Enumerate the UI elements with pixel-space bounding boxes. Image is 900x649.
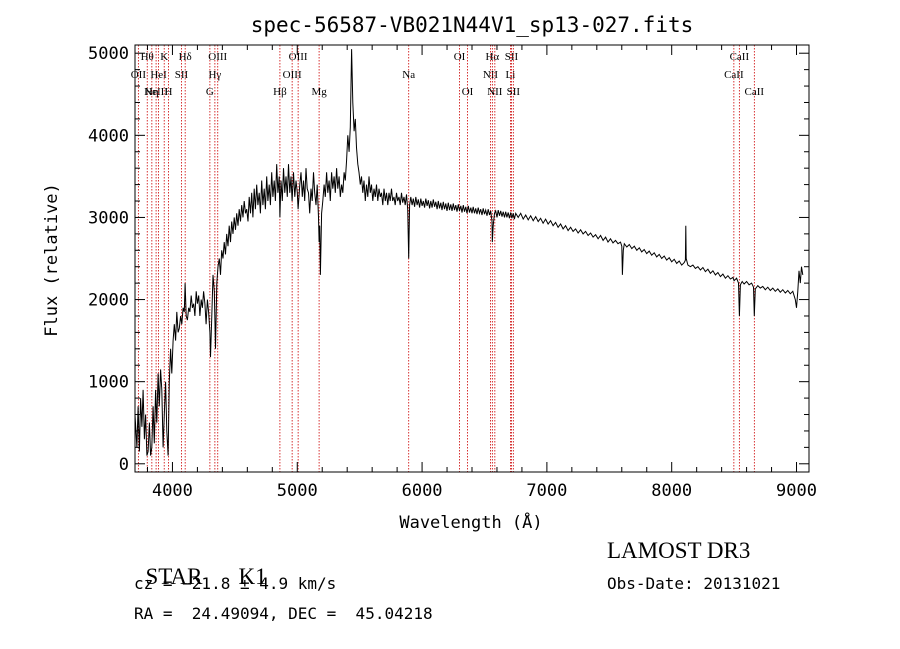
line-label-15: Mg xyxy=(311,86,327,98)
line-label-2: Hη xyxy=(145,86,159,98)
line-label-16: Na xyxy=(402,69,415,81)
redshift-text: cz = −21.8 ± 4.9 km/s xyxy=(134,574,337,593)
y-tick-label-1: 1000 xyxy=(88,373,129,393)
y-axis-label: Flux (relative) xyxy=(42,183,62,337)
line-label-26: CaII xyxy=(730,51,750,63)
series-line-0 xyxy=(134,49,804,456)
line-label-9: G xyxy=(206,86,214,98)
line-label-0: OII xyxy=(131,69,147,81)
x-tick-label-0: 4000 xyxy=(152,481,193,501)
obs-date-text: Obs-Date: 20131021 xyxy=(607,574,781,593)
line-label-3: NeIII xyxy=(144,86,168,98)
line-label-19: NII xyxy=(483,69,499,81)
line-label-27: CaII xyxy=(745,86,765,98)
survey-label: LAMOST DR3 xyxy=(607,538,751,563)
x-tick-label-1: 5000 xyxy=(277,481,318,501)
line-label-14: OIII xyxy=(289,51,308,63)
line-label-1: Hθ xyxy=(141,51,154,63)
line-label-23: Li xyxy=(506,69,516,81)
line-label-5: K xyxy=(160,51,168,63)
chart-title: spec-56587-VB021N44V1_sp13-027.fits xyxy=(251,13,694,37)
line-label-25: CaII xyxy=(724,69,744,81)
line-label-12: Hβ xyxy=(273,86,287,98)
line-label-4: HeI xyxy=(150,69,167,81)
y-tick-label-3: 3000 xyxy=(88,208,129,228)
line-label-17: OI xyxy=(454,51,466,63)
x-tick-label-2: 6000 xyxy=(402,481,443,501)
axes-frame: 4000 5000 6000 7000 8000 9000 0 1000 2000 3000 400… xyxy=(88,44,817,501)
line-label-8: Hδ xyxy=(179,51,192,63)
line-label-11: OIII xyxy=(208,51,227,63)
x-axis-label: Wavelength (Å) xyxy=(399,511,542,533)
line-label-20: Hα xyxy=(485,51,499,63)
line-label-24: SII xyxy=(507,86,521,98)
y-tick-label-2: 2000 xyxy=(88,291,129,311)
line-label-21: NII xyxy=(487,86,503,98)
line-label-13: OIII xyxy=(283,69,302,81)
spectral-line-markers: OIIHθHηNeIIIHeIKHSIIHδGHγOIIIHβOIIIOIIIM… xyxy=(131,45,765,472)
class-label: STAR xyxy=(145,564,203,589)
coordinates-text: RA = 24.49094, DEC = 45.04218 xyxy=(134,604,433,623)
series-group xyxy=(134,49,804,456)
line-label-22: SII xyxy=(505,51,519,63)
line-label-6: H xyxy=(164,86,172,98)
y-tick-label-0: 0 xyxy=(119,455,129,475)
x-tick-label-5: 9000 xyxy=(776,481,817,501)
y-tick-label-4: 4000 xyxy=(88,126,129,146)
line-label-10: Hγ xyxy=(208,69,221,81)
line-label-18: OI xyxy=(462,86,474,98)
subclass-label: K1 xyxy=(238,564,267,589)
spectral-class: STAR K1 xyxy=(134,538,267,590)
line-label-7: SII xyxy=(175,69,189,81)
x-tick-label-4: 8000 xyxy=(651,481,692,501)
plot-frame xyxy=(134,44,810,473)
x-tick-label-3: 7000 xyxy=(526,481,567,501)
y-tick-label-5: 5000 xyxy=(88,44,129,64)
